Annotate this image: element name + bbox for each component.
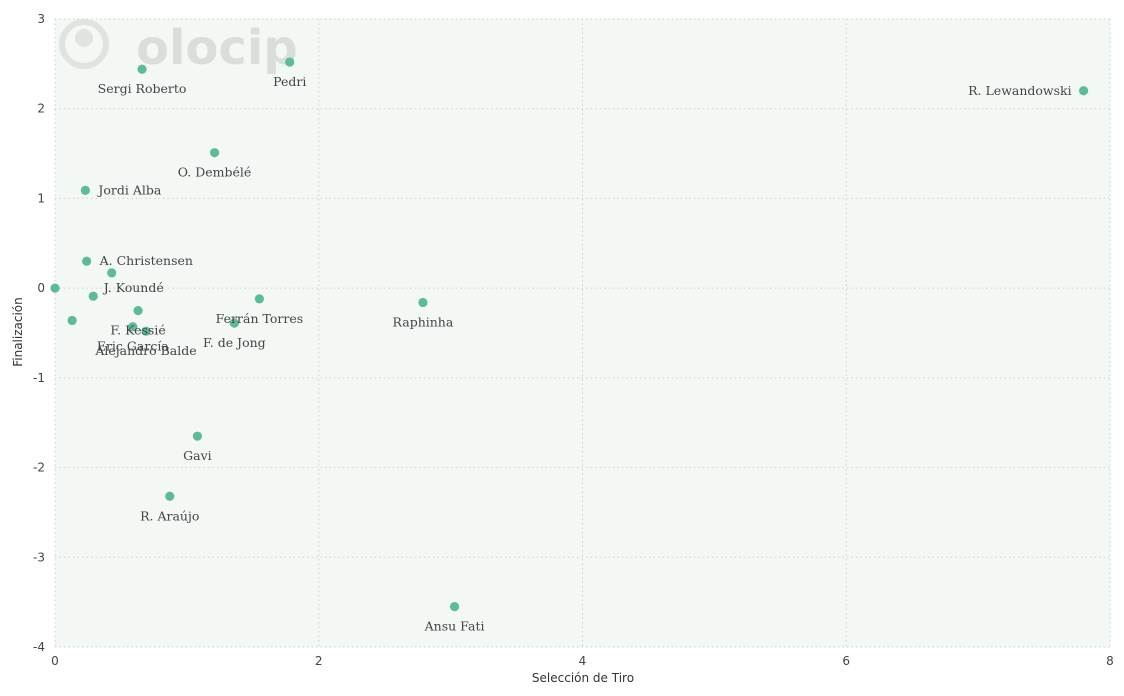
data-point — [229, 318, 239, 328]
data-point — [254, 294, 265, 304]
y-tick-label: 2 — [37, 102, 45, 116]
watermark-text: olocip — [136, 20, 298, 76]
point-label: R. Lewandowski — [968, 83, 1071, 98]
data-point — [137, 64, 147, 74]
data-point — [50, 283, 60, 293]
data-point — [88, 291, 98, 301]
point-label: J. Koundé — [102, 280, 164, 295]
plot-area — [55, 19, 1110, 647]
point-label: F. Kessié — [110, 323, 165, 338]
point-label: O. Dembélé — [178, 165, 252, 180]
x-axis-ticks: 0 2 4 6 8 — [51, 654, 1114, 668]
data-point — [418, 297, 428, 308]
point-label: F. de Jong — [203, 335, 266, 350]
point-label: Jordi Alba — [96, 182, 162, 197]
point-label: Alejandro Balde — [94, 343, 196, 358]
gridlines — [54, 18, 1111, 648]
data-points — [50, 57, 1089, 612]
point-label: Sergi Roberto — [98, 81, 187, 96]
data-point — [165, 491, 175, 501]
data-point — [285, 57, 295, 67]
data-point — [449, 602, 460, 612]
y-tick-label: 1 — [37, 191, 45, 205]
point-label: Ferrán Torres — [216, 311, 303, 326]
data-point — [82, 256, 92, 266]
point-labels: R. Lewandowski Pedri Sergi Roberto O. Dembé… — [94, 74, 1071, 634]
watermark: olocip — [59, 19, 298, 76]
data-point — [133, 305, 143, 316]
olocip-logo-icon — [59, 19, 109, 69]
point-label: Raphinha — [393, 314, 454, 329]
y-tick-label: -4 — [33, 640, 45, 654]
y-tick-label: 0 — [37, 281, 45, 295]
data-point — [128, 322, 138, 332]
x-axis-title: Selección de Tiro — [532, 671, 634, 685]
x-tick-label: 6 — [842, 654, 850, 668]
data-point — [67, 315, 77, 326]
data-point — [141, 326, 151, 336]
point-label: Pedri — [273, 74, 306, 89]
x-tick-label: 2 — [315, 654, 323, 668]
data-point — [1079, 86, 1089, 96]
point-label: Ansu Fati — [424, 619, 485, 634]
x-tick-label: 0 — [51, 654, 59, 668]
x-tick-label: 8 — [1106, 654, 1114, 668]
y-axis-title: Finalización — [11, 297, 25, 367]
y-tick-label: -2 — [33, 461, 45, 475]
data-point — [80, 185, 90, 195]
point-label: R. Araújo — [140, 508, 199, 523]
point-label: A. Christensen — [99, 253, 193, 268]
y-axis-ticks: -4 -3 -2 -1 0 1 2 3 — [33, 12, 45, 654]
point-label: Gavi — [183, 448, 212, 463]
point-label: Eric García — [97, 339, 169, 354]
data-point — [107, 268, 117, 278]
y-tick-label: 3 — [37, 12, 45, 26]
data-point — [192, 431, 203, 441]
data-point — [209, 148, 220, 158]
x-tick-label: 4 — [579, 654, 587, 668]
y-tick-label: -1 — [33, 371, 45, 385]
y-tick-label: -3 — [33, 550, 45, 564]
